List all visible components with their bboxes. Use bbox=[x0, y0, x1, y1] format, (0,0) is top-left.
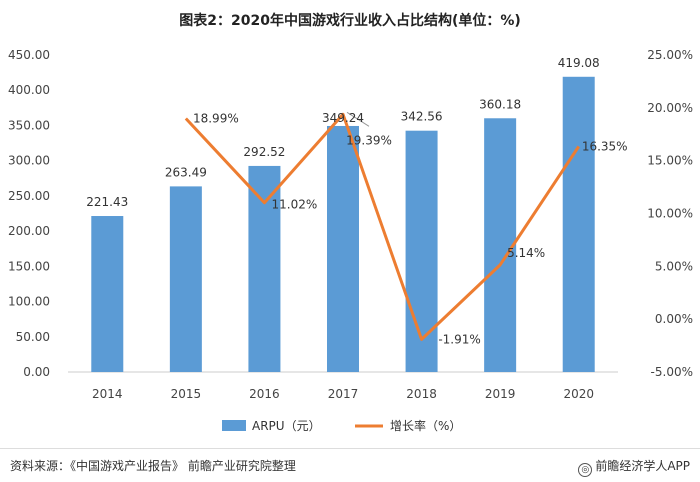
y-left-tick-label: 400.00 bbox=[8, 83, 50, 97]
y-right-tick-label: 25.00% bbox=[647, 48, 693, 62]
y-right-tick-label: 10.00% bbox=[647, 207, 693, 221]
y-left-tick-label: 350.00 bbox=[8, 118, 50, 132]
y-left-tick-label: 0.00 bbox=[23, 365, 50, 379]
bar bbox=[484, 118, 517, 373]
line-value-label: 11.02% bbox=[272, 198, 318, 212]
y-left-tick-label: 250.00 bbox=[8, 189, 50, 203]
line-value-label: 18.99% bbox=[193, 112, 239, 126]
y-right-tick-label: 0.00% bbox=[655, 312, 693, 326]
bar bbox=[405, 130, 438, 372]
legend-label-line: 增长率（%） bbox=[390, 418, 461, 433]
x-tick-label: 2018 bbox=[406, 387, 437, 401]
bar bbox=[327, 125, 359, 372]
brand: ◎ 前瞻经济学人APP bbox=[578, 457, 690, 477]
combo-chart: 0.00 50.00 100.00 150.00 200.00 250.00 300.00 3… bbox=[8, 48, 693, 433]
y-right-tick-label: 15.00% bbox=[647, 154, 693, 168]
y-left-tick-label: 50.00 bbox=[16, 330, 50, 344]
footer: 资料来源：《中国游戏产业报告》 前瞻产业研究院整理 ◎ 前瞻经济学人APP bbox=[0, 448, 700, 482]
x-tick-label: 2015 bbox=[171, 387, 202, 401]
bar bbox=[248, 165, 281, 372]
bar-value-label: 342.56 bbox=[401, 110, 443, 124]
label-leader-line bbox=[346, 111, 370, 127]
y-right-tick-label: -5.00% bbox=[651, 365, 693, 379]
legend-swatch-bar bbox=[222, 420, 246, 431]
growth-line bbox=[184, 112, 580, 341]
x-tick-label: 2014 bbox=[92, 387, 123, 401]
bar bbox=[562, 76, 595, 372]
bar-value-label: 263.49 bbox=[165, 165, 207, 179]
bar-value-label: 292.52 bbox=[243, 145, 285, 159]
bar-value-label: 349.24 bbox=[322, 111, 364, 125]
x-tick-label: 2017 bbox=[328, 387, 359, 401]
source-note: 资料来源：《中国游戏产业报告》 前瞻产业研究院整理 bbox=[10, 459, 296, 473]
x-tick-label: 2020 bbox=[563, 387, 594, 401]
bar-value-label: 360.18 bbox=[479, 97, 521, 111]
y-right-tick-label: 20.00% bbox=[647, 101, 693, 115]
bar-value-label: 419.08 bbox=[558, 56, 600, 70]
line-value-label: -1.91% bbox=[438, 332, 480, 346]
chart-title: 图表2：2020年中国游戏行业收入占比结构(单位：%) bbox=[179, 13, 521, 29]
brand-label: 前瞻经济学人APP bbox=[595, 459, 690, 473]
bar-value-label: 221.43 bbox=[86, 195, 128, 209]
y-left-tick-label: 200.00 bbox=[8, 224, 50, 238]
x-tick-label: 2019 bbox=[485, 387, 516, 401]
x-tick-label: 2016 bbox=[249, 387, 280, 401]
legend-label-bar: ARPU（元） bbox=[252, 419, 321, 433]
globe-icon: ◎ bbox=[578, 463, 593, 477]
bar bbox=[91, 216, 124, 372]
y-left-tick-label: 150.00 bbox=[8, 259, 50, 273]
y-right-tick-label: 5.00% bbox=[655, 259, 693, 273]
y-left-tick-label: 100.00 bbox=[8, 295, 50, 309]
line-value-label: 16.35% bbox=[582, 139, 628, 153]
line-value-label: 19.39% bbox=[346, 133, 392, 147]
y-left-tick-label: 300.00 bbox=[8, 154, 50, 168]
line-value-label: 5.14% bbox=[507, 246, 545, 260]
bar bbox=[169, 186, 202, 372]
y-left-tick-label: 450.00 bbox=[8, 48, 50, 62]
